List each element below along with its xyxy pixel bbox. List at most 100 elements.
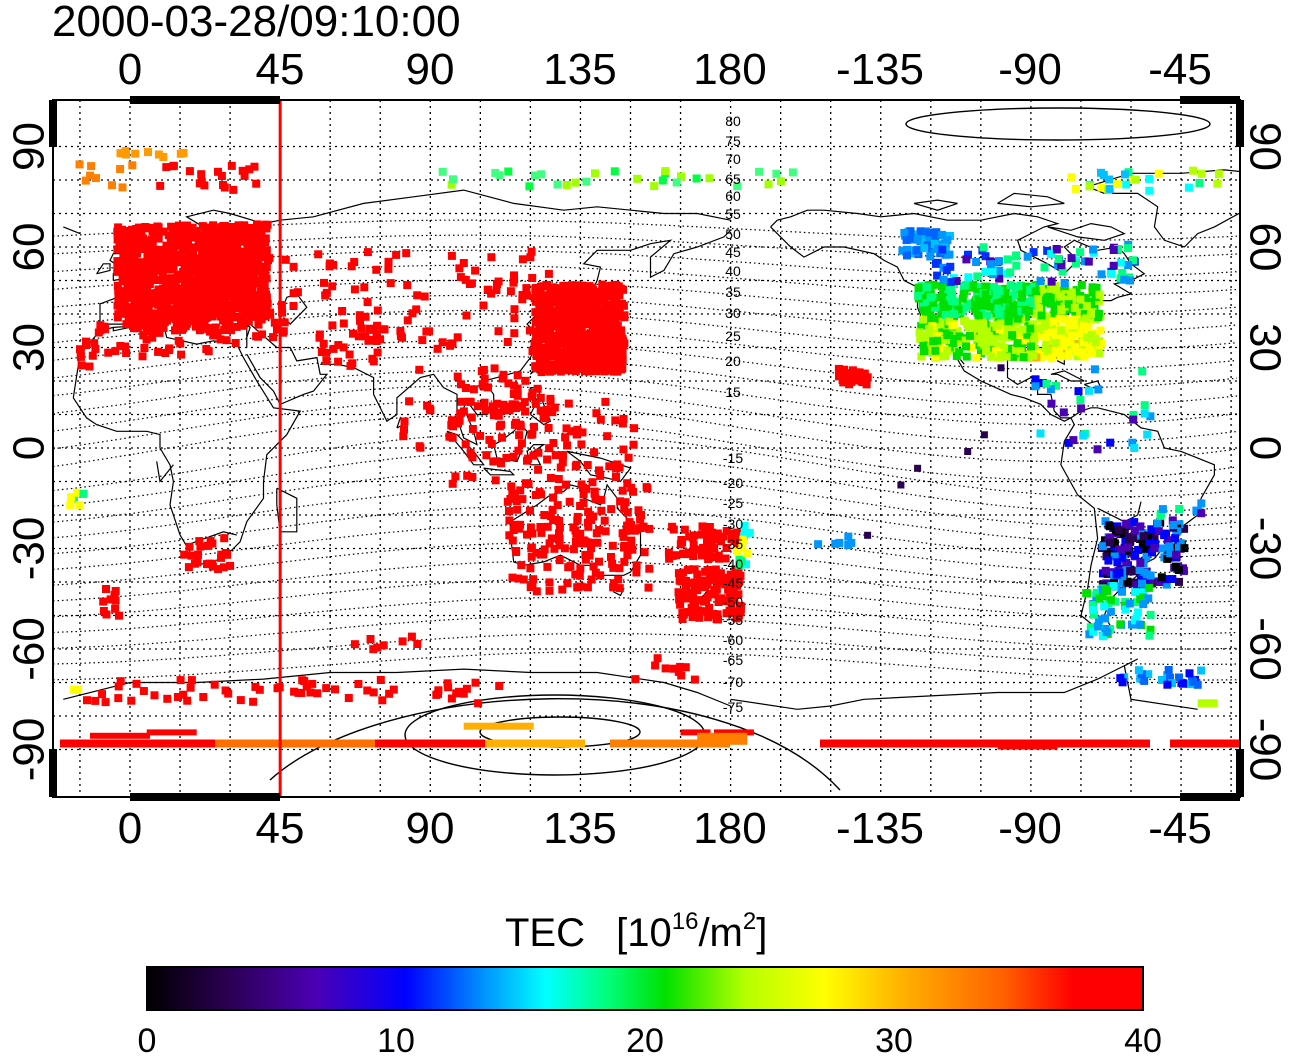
tec-cell: [1121, 170, 1129, 179]
tec-cell: [692, 174, 701, 183]
tec-cell: [521, 376, 530, 385]
colorbar-tick-label: 0: [138, 1022, 157, 1057]
tec-cell: [420, 292, 429, 301]
tec-cell: [519, 575, 528, 584]
tec-cell: [731, 536, 740, 545]
colorbar: [146, 966, 1144, 1011]
tec-cell: [403, 316, 412, 325]
tec-cell: [225, 243, 234, 252]
tec-cell: [1091, 338, 1100, 347]
tec-cell: [528, 347, 537, 356]
tec-cell: [385, 689, 394, 698]
top-lon-tick-label: -45: [1148, 45, 1212, 94]
tec-cell: [922, 311, 931, 320]
tec-cell: [575, 571, 584, 580]
tec-cell: [1031, 310, 1040, 319]
tec-cell: [977, 301, 986, 310]
tec-cell: [315, 330, 324, 339]
tec-cell: [545, 444, 554, 453]
tec-cell: [950, 331, 959, 340]
tec-cell: [987, 352, 996, 361]
tec-cell: [248, 263, 257, 272]
tec-cell: [130, 324, 138, 333]
tec-cell: [237, 280, 246, 289]
tec-cell: [594, 305, 603, 314]
tec-cell: [124, 256, 133, 265]
tec-cell: [1129, 415, 1138, 424]
colorbar-tick-label: 30: [875, 1022, 913, 1057]
tec-cell: [674, 667, 683, 676]
tec-cell: [162, 255, 171, 264]
tec-cell: [953, 327, 962, 335]
tec-cell: [510, 420, 519, 429]
tec-cell: [413, 291, 422, 300]
tec-cell: [702, 607, 711, 616]
tec-cell: [192, 254, 201, 263]
tec-cell: [206, 536, 215, 545]
tec-cell: [1002, 352, 1011, 361]
tec-cell: [354, 332, 363, 341]
tec-cell: [1049, 317, 1058, 326]
tec-cell: [619, 340, 628, 349]
tec-cell: [597, 506, 606, 515]
tec-cell: [661, 664, 670, 673]
tec-cell: [1101, 585, 1110, 594]
tec-cell: [682, 594, 691, 603]
tec-cell: [1168, 575, 1177, 583]
tec-cell: [981, 290, 990, 299]
tec-cell: [943, 331, 952, 339]
tec-cell: [176, 676, 185, 685]
tec-cell: [169, 232, 178, 241]
tec-cell: [734, 590, 743, 599]
tec-cell: [136, 245, 145, 254]
tec-cell: [1157, 544, 1166, 553]
tec-cell: [378, 696, 387, 705]
tec-cell: [509, 526, 518, 534]
coastline: [730, 658, 1198, 710]
contour-label: 40: [725, 263, 741, 279]
tec-cell: [438, 338, 447, 347]
tec-cell: [1071, 184, 1080, 193]
tec-cell: [703, 539, 711, 548]
tec-cell: [1047, 399, 1056, 408]
tec-cell: [186, 683, 195, 692]
colorbar-ticks: 0 10 20 30 40: [138, 1022, 1162, 1057]
tec-cell: [538, 332, 547, 340]
tec-cell: [447, 694, 456, 703]
tec-cell: [1042, 313, 1051, 322]
tec-cell: [193, 558, 202, 567]
tec-cell: [1090, 343, 1099, 352]
tec-cell: [986, 327, 995, 336]
tec-cell: [168, 305, 177, 314]
tec-cell: [111, 604, 120, 613]
tec-cell: [548, 506, 557, 514]
tec-cell: [733, 547, 741, 555]
tec-cell: [629, 440, 638, 449]
tec-cell: [681, 663, 690, 672]
tec-cell: [215, 307, 224, 316]
tec-cell: [1130, 444, 1139, 452]
tec-cell: [536, 361, 545, 370]
tec-cell: [1155, 578, 1164, 586]
tec-cell: [705, 553, 714, 562]
tec-cell: [609, 579, 618, 588]
tec-cell: [491, 476, 500, 485]
tec-cell: [616, 345, 625, 354]
left-lat-tick-label: -60: [5, 617, 54, 681]
tec-cell: [1150, 544, 1159, 553]
tec-cell: [250, 162, 259, 171]
tec-cell: [1097, 183, 1106, 192]
tec-cell: [1013, 339, 1022, 348]
tec-cell: [672, 178, 681, 187]
tec-cell: [556, 463, 565, 472]
tec-cell: [944, 285, 953, 294]
tec-cell: [217, 271, 226, 280]
tec-cell: [679, 568, 687, 577]
tec-cell: [1174, 566, 1183, 574]
tec-cell: [559, 451, 567, 460]
contour-label: 75: [725, 133, 741, 149]
tec-cell: [1140, 401, 1149, 410]
tec-cell: [537, 368, 546, 377]
tec-cell: [939, 288, 948, 296]
tec-cell: [587, 351, 596, 360]
